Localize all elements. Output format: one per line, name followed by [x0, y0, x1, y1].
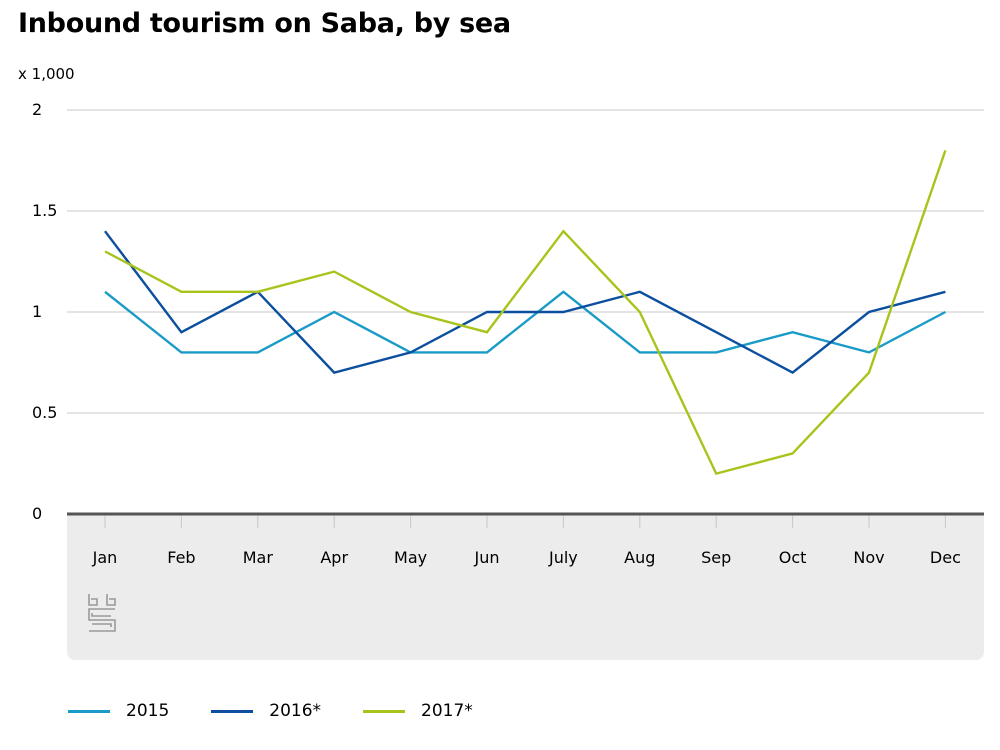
- y-tick-label: 0.5: [32, 403, 57, 422]
- legend-item-3: 2017*: [363, 701, 473, 721]
- legend-item-2: 2016*: [211, 701, 321, 721]
- x-tick-label: Feb: [167, 548, 195, 567]
- y-tick-label: 0: [32, 504, 42, 523]
- y-tick-label: 2: [32, 100, 42, 119]
- legend-label: 2015: [126, 701, 170, 721]
- legend: 2015 2016* 2017*: [68, 699, 515, 723]
- gridlines: [67, 109, 984, 414]
- x-tick-label: Apr: [320, 548, 348, 567]
- y-tick-label: 1: [32, 302, 42, 321]
- series-line-2: [104, 230, 946, 375]
- x-tick-label: Oct: [779, 548, 807, 567]
- x-tick-label: Sep: [701, 548, 731, 567]
- x-tick-label: Dec: [930, 548, 961, 567]
- x-axis-panel: [67, 514, 984, 660]
- legend-item-1: 2015: [68, 701, 169, 721]
- cbs-logo-icon: [88, 594, 116, 632]
- y-axis-ticks: 0 0.5 1 1.5 2: [32, 100, 57, 523]
- series-line-1: [104, 290, 946, 354]
- legend-label: 2016*: [269, 701, 322, 721]
- x-tick-label: July: [548, 548, 578, 567]
- y-unit-label: x 1,000: [18, 65, 75, 83]
- x-tick-label: May: [394, 548, 427, 567]
- series-line-3: [104, 150, 947, 476]
- x-tick-label: Nov: [853, 548, 884, 567]
- x-tick-label: Jun: [474, 548, 500, 567]
- series-lines: [104, 150, 947, 476]
- x-tick-label: Jan: [92, 548, 118, 567]
- x-tick-label: Mar: [243, 548, 274, 567]
- line-chart: x 1,000 0 0.5 1 1.5 2 Jan Feb Mar Apr May Jun July…: [18, 65, 984, 660]
- legend-swatch: [363, 709, 406, 713]
- chart-title: Inbound tourism on Saba, by sea: [18, 8, 511, 39]
- x-tick-label: Aug: [624, 548, 655, 567]
- x-axis-panel-top: [67, 514, 984, 526]
- legend-swatch: [211, 709, 254, 713]
- legend-label: 2017*: [421, 701, 473, 721]
- x-axis-ticks: Jan Feb Mar Apr May Jun July Aug Sep Oct Nov Dec: [92, 514, 961, 567]
- y-tick-label: 1.5: [32, 201, 57, 220]
- legend-swatch: [68, 709, 110, 713]
